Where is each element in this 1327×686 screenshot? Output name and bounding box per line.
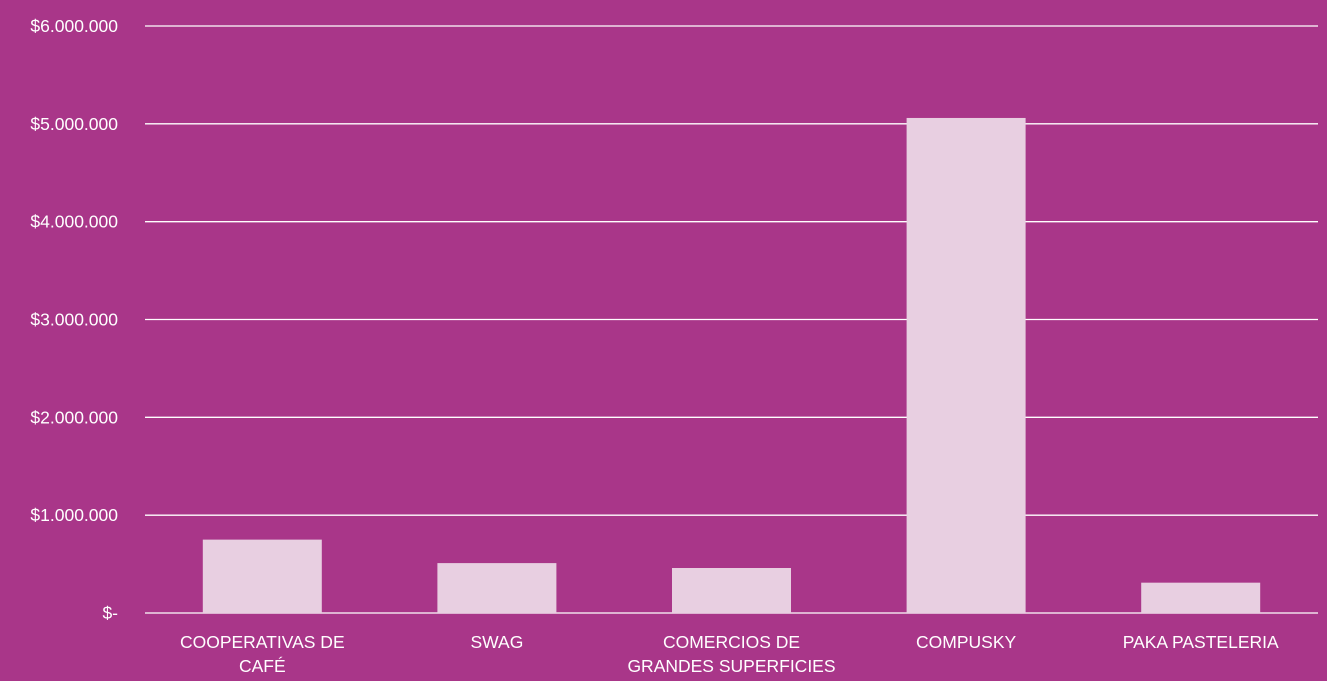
bar — [437, 563, 557, 613]
x-tick-label: COOPERATIVAS DE CAFÉ — [180, 632, 345, 676]
x-tick-label-line: PAKA PASTELERIA — [1123, 632, 1279, 652]
x-tick-label-line: COMPUSKY — [916, 632, 1016, 652]
bar — [1141, 582, 1261, 613]
bar — [906, 117, 1026, 614]
bars — [202, 117, 1261, 614]
y-tick-label: $3.000.000 — [30, 310, 118, 330]
gridlines — [145, 25, 1318, 614]
x-tick-label: COMERCIOS DE GRANDES SUPERFICIES — [627, 632, 835, 676]
x-axis-tick-labels: COOPERATIVAS DE CAFÉ SWAG COMERCIOS DE GRAND… — [180, 632, 1279, 676]
x-tick-label-line: SWAG — [470, 632, 523, 652]
y-tick-label: $1.000.000 — [30, 505, 118, 525]
x-tick-label: PAKA PASTELERIA — [1123, 632, 1279, 652]
bar — [672, 567, 791, 613]
x-tick-label-line: CAFÉ — [239, 656, 286, 676]
y-tick-label: $5.000.000 — [30, 114, 118, 134]
y-tick-label: $2.000.000 — [30, 407, 118, 427]
x-tick-label-line: COMERCIOS DE — [663, 632, 800, 652]
x-tick-label: SWAG — [470, 632, 523, 652]
bar — [202, 539, 322, 613]
x-tick-label-line: COOPERATIVAS DE — [180, 632, 345, 652]
x-tick-label: COMPUSKY — [916, 632, 1016, 652]
y-axis-tick-labels: $- $1.000.000 $2.000.000 $3.000.000 $4.000.0… — [30, 16, 118, 623]
y-tick-label: $6.000.000 — [30, 16, 118, 36]
x-tick-label-line: GRANDES SUPERFICIES — [627, 656, 835, 676]
y-tick-label: $- — [102, 603, 118, 623]
y-tick-label: $4.000.000 — [30, 212, 118, 232]
